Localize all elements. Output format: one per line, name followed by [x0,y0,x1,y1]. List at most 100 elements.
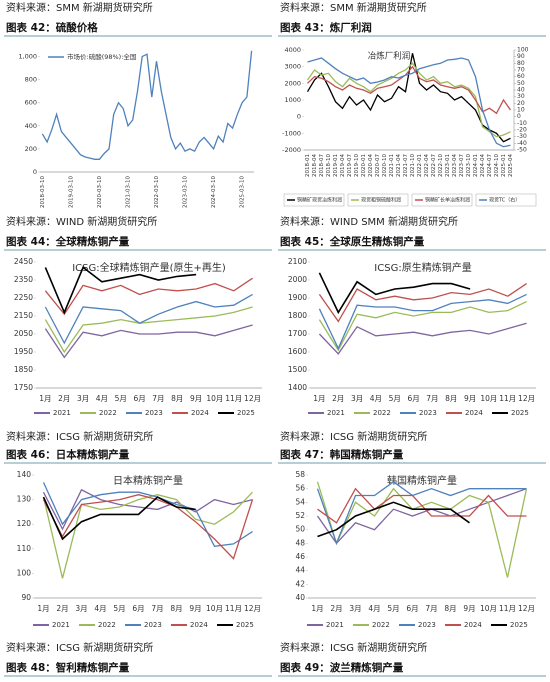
x-tick-label: 2022-04 [424,154,430,177]
y-tick-label: 58 [295,470,305,479]
y-tick-label: 52 [295,511,305,520]
legend-label: 2022 [372,621,390,629]
x-tick-label: 9月 [463,604,475,613]
x-tick-label: 1月 [37,604,49,613]
series-line [317,487,527,524]
x-tick-label: 12月 [518,604,535,613]
legend-label: 2021 [53,409,71,417]
legend-label: 2024 [465,409,483,417]
legend-label: 现货TC（右） [489,197,520,204]
series-line [44,277,253,316]
y-tick-label: 2100 [288,257,307,266]
x-tick-label: 2022-03-10 [154,176,160,208]
legend-label: 2021 [327,409,345,417]
x-tick-label: 3月 [77,394,89,403]
y-tick-label: 2150 [14,311,33,320]
x-tick-label: 7月 [151,604,163,613]
y2-tick-label: 60 [517,73,525,80]
x-tick-label: 2021-07 [403,154,409,177]
y-tick-label: 110 [17,544,32,553]
x-tick-label: 11月 [499,394,516,403]
x-tick-label: 6月 [406,604,418,613]
x-tick-label: 4月 [368,604,380,613]
x-tick-label: 10月 [480,604,497,613]
y-tick-label: 1500 [288,365,307,374]
legend-label: 2023 [144,621,162,629]
legend-label: 2023 [145,409,163,417]
x-tick-label: 2018-03-10 [40,176,46,208]
series-line [41,50,253,160]
legend-label: 2021 [326,621,344,629]
x-tick-label: 2023-10 [466,154,472,177]
series-line [318,293,527,350]
x-tick-label: 2024-04 [480,154,486,177]
x-tick-label: 2018-01 [305,154,311,177]
series-line [42,494,254,560]
figure-caption: 图表 49：波兰精炼铜产量 [280,661,404,674]
x-tick-label: 2018-10 [326,154,332,177]
y-tick-label: 2250 [14,293,33,302]
x-tick-label: 5月 [387,604,399,613]
x-tick-label: 10月 [206,394,223,403]
legend-label: 2024 [191,409,209,417]
x-tick-label: 2020-10 [382,154,388,177]
legend-label: 2025 [237,409,255,417]
source-note: 资料来源：WIND 新湖期货研究所 [6,215,157,228]
y-tick-label: 1000 [284,96,301,104]
x-tick-label: 9月 [189,604,201,613]
x-tick-label: 10月 [206,604,223,613]
legend-label: 2024 [464,621,482,629]
x-tick-label: 3月 [349,604,361,613]
y-tick-label: 1950 [14,347,33,356]
legend-label: 2023 [418,621,436,629]
y-tick-label: 40 [295,593,305,602]
x-tick-label: 2024-07 [487,154,493,177]
x-tick-label: 2019-01 [333,154,339,177]
series-line [42,482,253,548]
series-line [317,501,470,538]
y2-tick-label: 40 [517,87,525,94]
legend-label: 2025 [511,409,529,417]
y-tick-label: 1400 [288,383,307,392]
x-tick-label: 2024-10 [494,154,500,177]
x-tick-label: 4月 [96,394,108,403]
source-note: 资料来源：SMM 新湖期货研究所 [280,1,427,14]
source-note: 资料来源：ICSG 新湖期货研究所 [6,641,153,654]
y-tick-label: 56 [295,484,305,493]
y-tick-label: 120 [17,519,32,528]
x-tick-label: 2020-03-10 [97,176,103,208]
x-tick-label: 2020-07 [375,154,381,177]
x-tick-label: 2020-04 [368,154,374,177]
y2-tick-label: 50 [517,80,525,87]
x-tick-label: 2021-01 [389,154,395,177]
y-tick-label: 2000 [284,79,301,87]
series-line [306,53,511,143]
legend-label: 现货粗铜硫酸利润 [361,197,401,204]
y2-tick-label: -50 [517,147,527,154]
legend-label: 铜精矿长单冶炼利润 [425,197,470,204]
x-tick-label: 2022-10 [438,154,444,177]
series-line [316,488,527,545]
x-tick-label: 4月 [370,394,382,403]
x-tick-label: 2025-04 [508,154,514,177]
figure-caption: 图表 42：硫酸价格 [6,21,98,34]
x-tick-label: 7月 [426,394,438,403]
legend-label: 2022 [98,621,116,629]
x-tick-label: 2020-01 [361,154,367,177]
y-tick-label: 140 [17,470,32,479]
y-tick-label: 130 [17,495,32,504]
x-tick-label: 11月 [225,604,242,613]
x-tick-label: 2019-04 [340,154,346,177]
figure-caption: 图表 48：智利精炼铜产量 [6,661,130,674]
source-note: 资料来源：ICSG 新湖期货研究所 [280,430,427,443]
x-tick-label: 2019-03-10 [68,176,74,208]
figure-caption: 图表 45：全球原生精炼铜产量 [280,235,425,248]
x-tick-label: 9月 [464,394,476,403]
x-tick-label: 2024-01 [473,154,479,177]
y-tick-label: 1600 [288,347,307,356]
legend-label: 2021 [52,621,70,629]
x-tick-label: 8月 [171,394,183,403]
y-tick-label: 50 [295,525,305,534]
y-tick-label: 3000 [284,63,301,71]
